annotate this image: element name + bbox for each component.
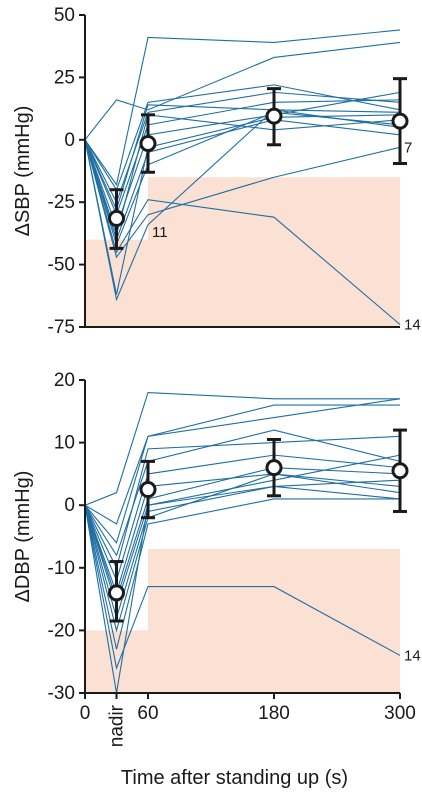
x-tick-label: 0 [80,703,91,724]
subject-annotation: 7 [404,139,412,156]
mean-point [108,584,125,602]
x-tick-label: nadir [107,704,128,747]
subject-line [84,139,401,259]
y-tick-label: 50 [54,5,75,26]
mean-point [391,462,409,480]
y-tick-label: 0 [64,130,75,151]
shaded-region [85,177,400,327]
x-tick-label: 180 [258,703,290,724]
y-tick-label: 20 [54,370,75,391]
subject-annotation: 14 [404,317,421,334]
mean-point [391,112,409,130]
subject-line [84,109,401,302]
mean-point [265,459,283,477]
subject-line [84,84,401,191]
y-tick-label: 10 [54,433,75,454]
dbp-panel: 20 10 0 -10 -20 -30 ΔDBP (mmHg) 0 nadir 60 180 300 T… [12,370,421,789]
y-tick-label: -20 [48,620,75,641]
x-axis-label: Time after standing up (s) [121,767,348,789]
subject-line [84,139,401,325]
y-tick-label: -10 [48,558,75,579]
subject-line [84,435,401,570]
subject-line [84,398,401,544]
shaded-region [85,549,400,693]
subject-line [84,498,400,650]
sbp-panel: 50 25 0 -25 -50 -75 ΔSBP (mmHg) 11 7 14 [12,5,421,338]
y-tick-label: -25 [48,192,75,213]
y-tick-label: -30 [48,683,75,704]
mean-point [265,107,283,125]
x-tick-label: 300 [384,703,416,724]
y-tick-label: 0 [64,495,75,516]
mean-point [139,481,157,499]
y-axis-label: ΔSBP (mmHg) [12,106,34,237]
y-tick-label: 25 [54,67,75,88]
subject-line [84,29,401,187]
subject-line [84,505,401,670]
x-tick-label: 60 [137,703,158,724]
y-tick-label: -50 [48,255,75,276]
subject-line [84,41,401,141]
subject-annotation: 14 [404,647,421,664]
y-tick-label: -75 [48,317,75,338]
y-axis-label: ΔDBP (mmHg) [12,471,34,603]
subject-line [84,391,400,506]
subject-annotation: 11 [152,224,168,241]
subject-line [84,104,401,212]
mean-point [108,209,125,227]
mean-point [139,135,157,153]
subject-line [84,91,401,204]
